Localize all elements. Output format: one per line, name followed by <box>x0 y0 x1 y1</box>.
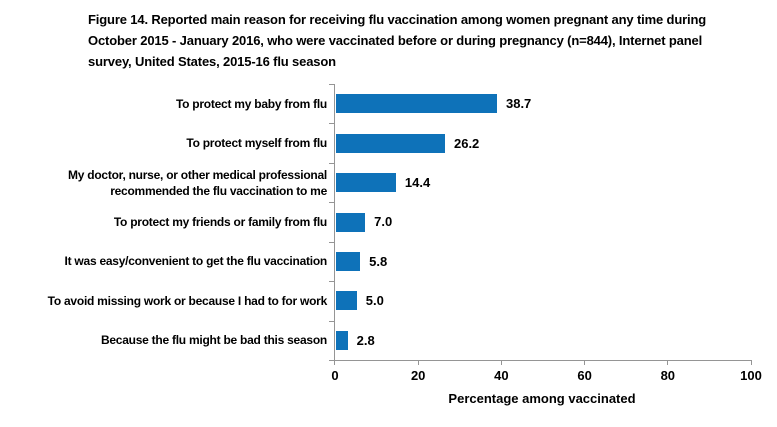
category-label: Because the flu might be bad this season <box>100 333 327 348</box>
y-axis-tick <box>329 84 334 85</box>
category-label: To avoid missing work or because I had t… <box>47 293 328 308</box>
x-axis-tick-label: 40 <box>494 368 509 383</box>
x-axis-tick <box>584 360 586 365</box>
x-axis-tick-label: 20 <box>410 368 426 383</box>
y-axis-tick <box>329 320 334 322</box>
value-label: 26.2 <box>453 135 480 151</box>
bar <box>336 212 366 232</box>
x-axis-tick-label: 100 <box>740 368 762 383</box>
x-axis-tick <box>334 360 335 365</box>
x-axis-tick <box>500 360 502 365</box>
x-axis-tick <box>750 360 752 365</box>
chart-title: Figure 14. Reported main reason for rece… <box>88 12 707 69</box>
category-label: To protect my friends or family from flu <box>113 214 327 229</box>
bar <box>336 251 361 271</box>
value-label: 38.7 <box>505 96 532 112</box>
x-axis-tick-label: 0 <box>331 368 339 383</box>
x-axis-label: Percentage among vaccinated <box>448 391 636 406</box>
x-axis-tick-label: 80 <box>660 368 676 383</box>
value-label: 5.0 <box>365 293 384 309</box>
x-axis-tick <box>667 360 669 365</box>
y-axis-tick <box>329 162 334 164</box>
plot-area: 38.7 26.2 14.4 7.0 5.8 5.0 2.8 0 20 40 60 80 100 <box>329 84 762 383</box>
bar <box>336 291 357 311</box>
category-label: My doctor, nurse, or other medical profe… <box>68 167 327 198</box>
bar <box>336 330 348 350</box>
x-axis-tick-label: 60 <box>577 368 592 383</box>
category-label: To protect myself from flu <box>186 136 327 151</box>
y-axis-tick <box>329 123 334 125</box>
bar <box>336 133 445 153</box>
value-label: 2.8 <box>356 332 375 348</box>
bar <box>336 94 497 114</box>
value-label: 14.4 <box>404 175 431 191</box>
value-label: 7.0 <box>374 214 393 230</box>
y-axis-tick <box>329 360 334 361</box>
category-label: It was easy/convenient to get the flu va… <box>64 254 328 269</box>
y-axis-tick <box>329 241 334 243</box>
bar <box>336 173 396 193</box>
value-label: 5.8 <box>369 253 388 269</box>
y-axis-tick <box>329 281 334 283</box>
x-axis-tick <box>417 360 419 365</box>
y-axis-tick <box>329 202 334 204</box>
category-label: To protect my baby from flu <box>175 96 327 111</box>
